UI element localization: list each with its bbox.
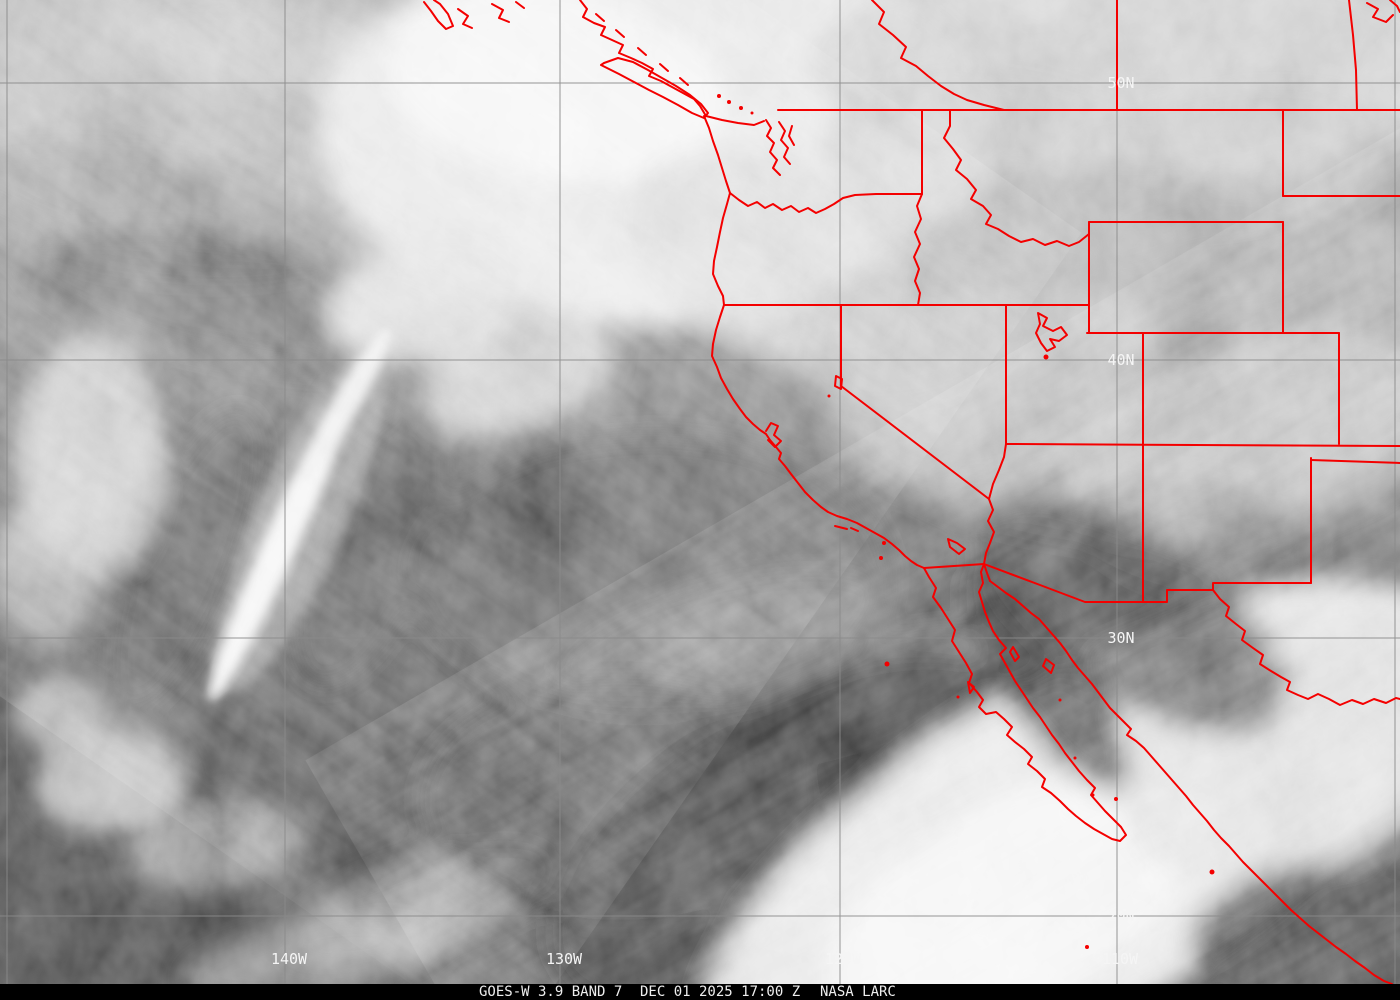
channel-islands bbox=[834, 525, 859, 532]
socorro-island bbox=[1085, 945, 1089, 949]
great-salt-lake bbox=[1035, 312, 1068, 352]
bc-fjord-inlets bbox=[595, 13, 689, 86]
caption-product: GOES-W 3.9 BAND 7 bbox=[479, 984, 623, 1000]
latitude-label-40n: 40N bbox=[1107, 351, 1134, 369]
haida-gwaii-islands bbox=[423, 0, 525, 30]
id-mt-border bbox=[943, 109, 1090, 247]
san-francisco-bay bbox=[765, 422, 782, 448]
islas-marias bbox=[1209, 869, 1215, 875]
salton-sea bbox=[947, 538, 966, 555]
caption-bar: GOES-W 3.9 BAND 7 DEC 01 2025 17:00 Z NA… bbox=[0, 984, 1400, 1000]
colorado-river-delta bbox=[983, 563, 991, 582]
caption-credit: NASA LARC bbox=[820, 984, 896, 1000]
border-37n bbox=[1005, 443, 1400, 447]
catalina-island bbox=[882, 541, 886, 545]
map-boundaries bbox=[423, 0, 1400, 985]
latitude-label-30n: 30N bbox=[1107, 629, 1134, 647]
lake-tahoe bbox=[834, 375, 843, 390]
island-markers bbox=[717, 94, 1215, 949]
longitude-label-130w: 130W bbox=[546, 950, 583, 968]
longitude-label-110w: 110W bbox=[1102, 950, 1139, 968]
mono-lake-marker bbox=[827, 394, 831, 398]
puget-sound bbox=[765, 119, 795, 176]
strait-juan-de-fuca bbox=[705, 115, 765, 126]
longitude-label-140w: 140W bbox=[271, 950, 308, 968]
tx-ok-border bbox=[1310, 459, 1400, 464]
caption-timestamp: DEC 01 2025 17:00 Z bbox=[640, 984, 801, 1000]
guadalupe-island bbox=[884, 661, 890, 667]
us-mexico-border bbox=[923, 563, 1312, 603]
gulf-islands bbox=[1009, 646, 1055, 674]
cedros-island bbox=[967, 681, 975, 694]
latitude-label-20n: 20N bbox=[1107, 907, 1134, 925]
san-clemente-island bbox=[879, 556, 883, 560]
latitude-label-50n: 50N bbox=[1107, 74, 1134, 92]
saskatchewan-manitoba-border bbox=[1348, 0, 1358, 111]
ca-az-border-colorado-river bbox=[983, 498, 995, 565]
or-id-border-snake-river bbox=[913, 193, 923, 306]
manitoba-lakes bbox=[1366, 0, 1400, 23]
grid-labels: 50N 40N 30N 20N 140W 130W 120W 110W bbox=[271, 74, 1139, 968]
coastline-british-columbia bbox=[579, 0, 707, 117]
coastline-mexico-mainland bbox=[989, 580, 1393, 985]
utah-lake-marker bbox=[1043, 354, 1049, 360]
nv-az-border bbox=[988, 443, 1007, 500]
rio-grande bbox=[1212, 589, 1400, 706]
wa-or-border-columbia-river bbox=[729, 192, 923, 214]
coastline-west-coast bbox=[703, 115, 925, 569]
bc-alberta-border bbox=[871, 0, 1005, 111]
longitude-label-120w: 120W bbox=[825, 950, 862, 968]
